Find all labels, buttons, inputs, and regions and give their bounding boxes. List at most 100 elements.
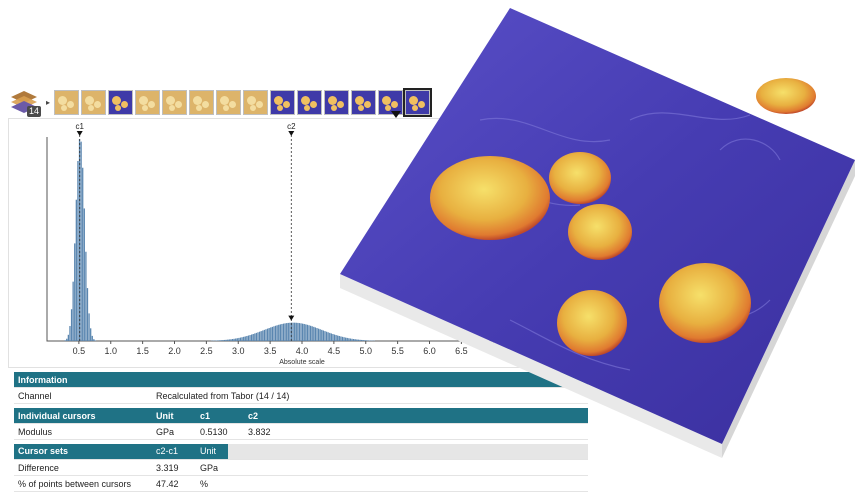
c1-column-header: c1 xyxy=(196,411,244,421)
histogram-bar xyxy=(272,327,273,341)
histogram-bar xyxy=(300,323,301,341)
chevron-down-icon[interactable]: ▸ xyxy=(46,98,50,107)
histogram-bar xyxy=(326,332,327,341)
particle-large xyxy=(430,156,550,240)
histogram-bar xyxy=(230,339,231,341)
histogram-bar xyxy=(289,323,290,341)
histogram-bar xyxy=(76,200,77,341)
histogram-bar xyxy=(249,335,250,341)
histogram-bar xyxy=(73,282,74,341)
x-tick-label: 3.0 xyxy=(232,346,245,356)
cursor-handle-c2[interactable] xyxy=(288,131,294,136)
particle-bottom-left xyxy=(557,290,627,356)
histogram-bar xyxy=(270,327,271,341)
difference-label: Difference xyxy=(14,463,152,473)
x-tick-label: 4.0 xyxy=(296,346,309,356)
unit-column-header: Unit xyxy=(152,411,196,421)
histogram-bar xyxy=(299,323,300,341)
histogram-bar xyxy=(292,323,293,341)
histogram-bar xyxy=(307,325,308,341)
histogram-bar xyxy=(277,325,278,341)
histogram-bar xyxy=(269,328,270,341)
histogram-bar xyxy=(77,161,78,341)
histogram-bar xyxy=(88,313,89,341)
individual-cursors-title: Individual cursors xyxy=(14,411,152,421)
percent-points-unit: % xyxy=(196,479,256,489)
particle-medium-mid xyxy=(568,204,632,260)
histogram-bar xyxy=(66,339,67,341)
histogram-bar xyxy=(310,326,311,341)
histogram-bar xyxy=(259,332,260,341)
histogram-bar xyxy=(246,336,247,341)
histogram-bar xyxy=(248,336,249,341)
percent-points-value: 47.42 xyxy=(152,479,196,489)
histogram-bar xyxy=(283,324,284,341)
histogram-bar xyxy=(243,337,244,341)
histogram-bar xyxy=(286,323,287,341)
histogram-bar xyxy=(328,332,329,341)
histogram-bar xyxy=(312,326,313,341)
histogram-bar xyxy=(93,339,94,341)
histogram-bar xyxy=(257,332,258,341)
histogram-bar xyxy=(280,324,281,341)
histogram-bar xyxy=(226,340,227,341)
cursor-handle-c1[interactable] xyxy=(77,131,83,136)
particle-medium-top xyxy=(549,152,611,204)
channel-thumbnail-7[interactable] xyxy=(216,90,241,115)
channel-thumbnail-8[interactable] xyxy=(243,90,268,115)
histogram-bar xyxy=(232,339,233,341)
histogram-bar xyxy=(267,329,268,341)
x-axis-label: Absolute scale xyxy=(279,359,325,366)
cursor-label-c1: c1 xyxy=(75,122,84,131)
difference-unit: GPa xyxy=(196,463,256,473)
histogram-bar xyxy=(284,323,285,341)
channel-thumbnail-9[interactable] xyxy=(270,90,295,115)
channel-thumbnail-5[interactable] xyxy=(162,90,187,115)
modulus-unit: GPa xyxy=(152,427,196,437)
cursor-sets-title: Cursor sets xyxy=(14,444,152,459)
channel-thumbnail-6[interactable] xyxy=(189,90,214,115)
x-tick-label: 3.5 xyxy=(264,346,277,356)
histogram-bar xyxy=(294,323,295,341)
histogram-bar xyxy=(95,340,96,341)
channel-thumbnail-3[interactable] xyxy=(108,90,133,115)
histogram-bar xyxy=(302,324,303,341)
histogram-bar xyxy=(69,326,70,341)
histogram-bar xyxy=(233,339,234,341)
histogram-bar xyxy=(68,335,69,341)
histogram-bar xyxy=(219,340,220,341)
channel-thumbnail-2[interactable] xyxy=(81,90,106,115)
histogram-bar xyxy=(251,335,252,341)
histogram-bar xyxy=(256,333,257,341)
x-tick-label: 2.0 xyxy=(168,346,181,356)
histogram-bar xyxy=(238,338,239,341)
histogram-bar xyxy=(241,337,242,341)
histogram-bar xyxy=(288,323,289,341)
histogram-bar xyxy=(281,324,282,341)
histogram-bar xyxy=(221,340,222,341)
histogram-bar xyxy=(264,330,265,341)
histogram-bar xyxy=(82,168,83,341)
histogram-bar xyxy=(316,328,317,341)
histogram-bar xyxy=(315,327,316,341)
histogram-bar xyxy=(253,334,254,341)
histogram-bar xyxy=(278,325,279,341)
histogram-bar xyxy=(297,323,298,341)
channel-thumbnail-1[interactable] xyxy=(54,90,79,115)
channel-thumbnail-4[interactable] xyxy=(135,90,160,115)
histogram-bar xyxy=(323,330,324,341)
histogram-bar xyxy=(74,243,75,341)
image-stack-icon[interactable]: 14 xyxy=(8,87,42,117)
channel-thumbnail-10[interactable] xyxy=(297,90,322,115)
x-tick-label: 0.5 xyxy=(73,346,86,356)
histogram-bar xyxy=(313,327,314,341)
histogram-bar xyxy=(90,328,91,341)
difference-value: 3.319 xyxy=(152,463,196,473)
histogram-bar xyxy=(84,208,85,341)
histogram-bar xyxy=(222,340,223,341)
histogram-bar xyxy=(92,336,93,341)
histogram-bar xyxy=(240,338,241,341)
afm-3d-surface-image xyxy=(330,0,862,490)
histogram-bar xyxy=(216,340,217,341)
histogram-bar xyxy=(85,252,86,341)
